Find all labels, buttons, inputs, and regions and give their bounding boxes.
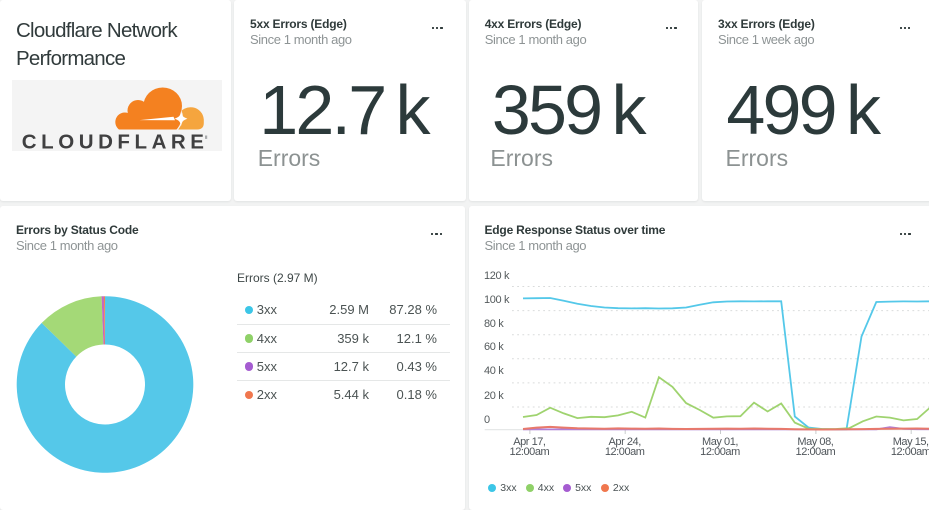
svg-text:CLOUDFLARE: CLOUDFLARE <box>22 131 209 152</box>
